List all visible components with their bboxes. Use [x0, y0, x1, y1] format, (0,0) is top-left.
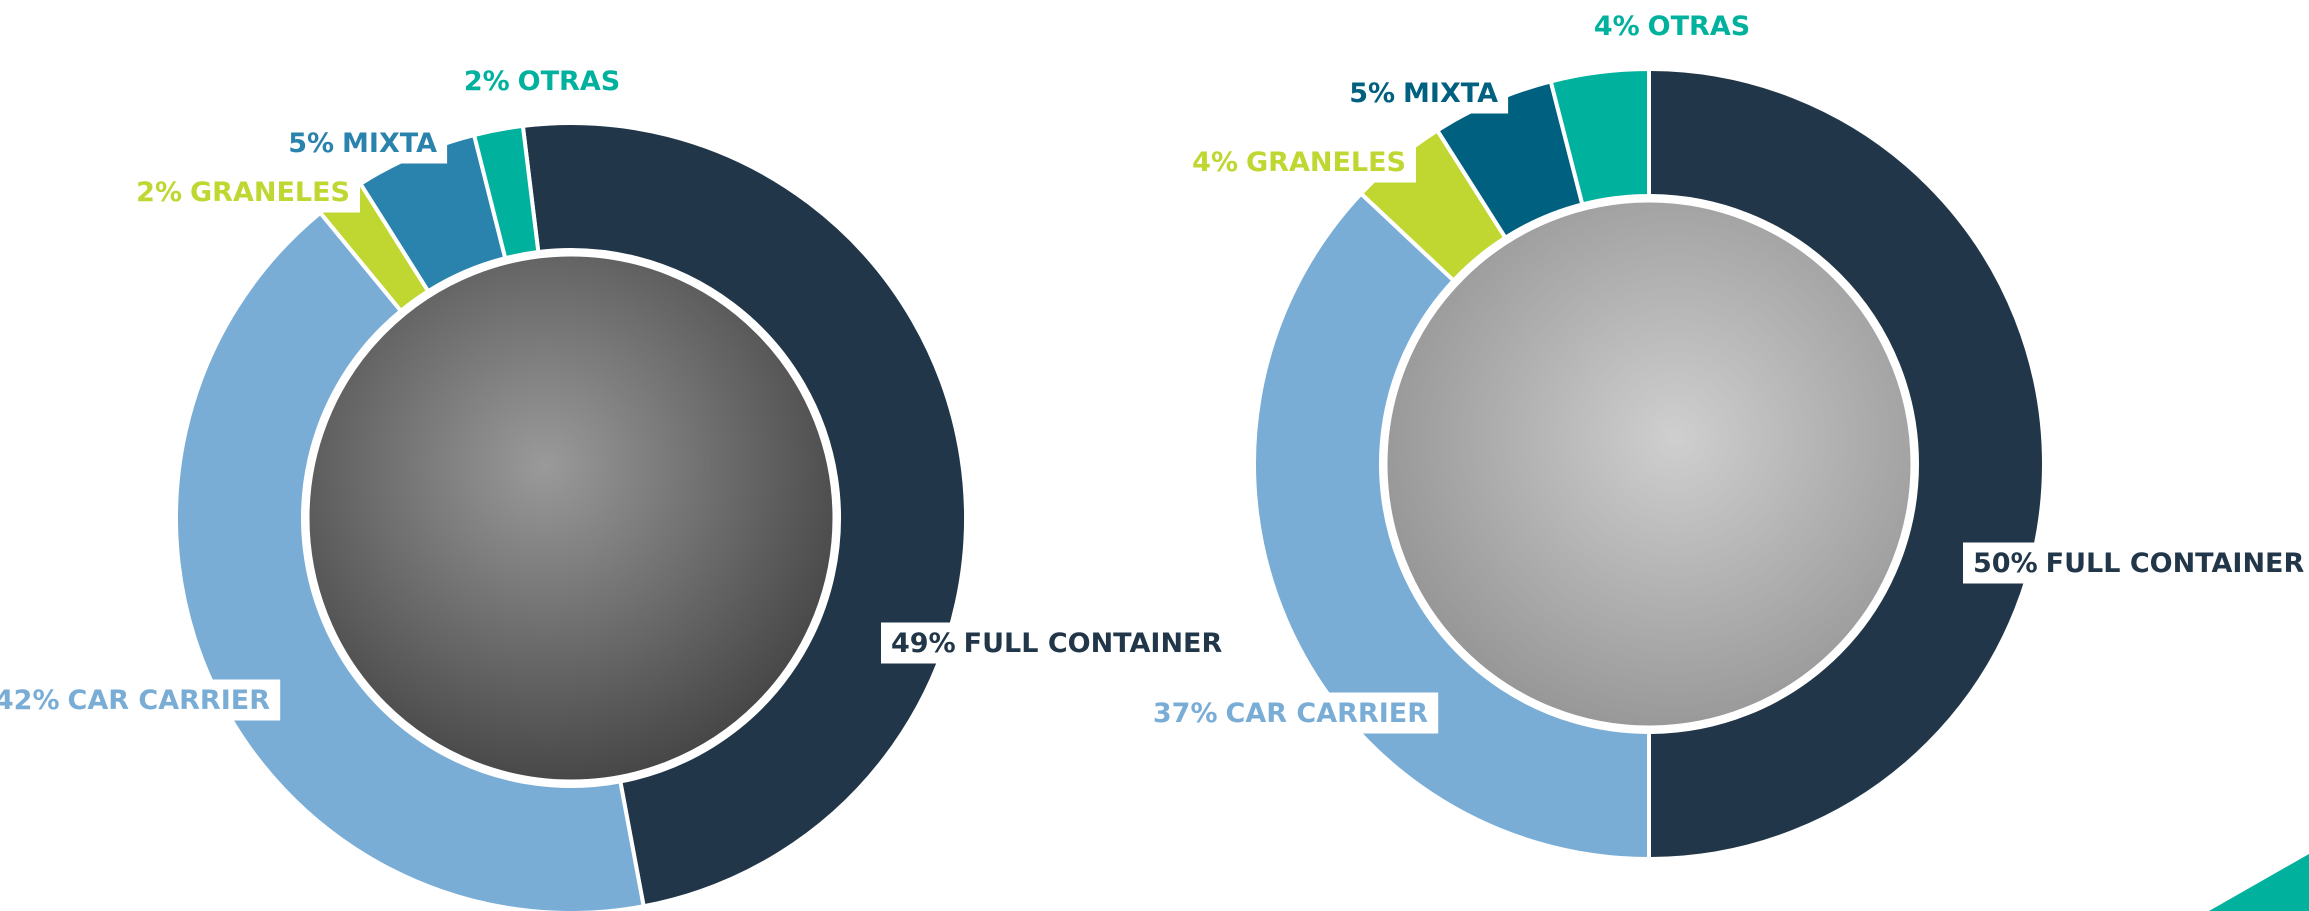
label-text: 37% CAR CARRIER	[1153, 698, 1428, 729]
value-label: 42%	[0, 685, 60, 716]
value-label: 49%	[891, 628, 956, 659]
label-text: 2% OTRAS	[464, 66, 620, 97]
segment-label: 2% OTRAS	[453, 60, 631, 102]
label-background	[126, 171, 360, 213]
segment-label: 5% MIXTA	[278, 122, 448, 164]
segment-label: 49% FULL CONTAINER	[881, 622, 1233, 664]
label-background	[1142, 692, 1439, 734]
value-label: 4%	[1594, 11, 1640, 42]
value-label: 5%	[1349, 78, 1395, 109]
label-background	[278, 122, 448, 164]
label-background	[881, 622, 1233, 664]
category-label: GRANELES	[190, 177, 350, 208]
donut-segment	[520, 121, 968, 909]
donuts: 49% FULL CONTAINER 42% CAR CARRIER 2% GRANELE…	[0, 5, 2309, 911]
value-label: 50%	[1973, 548, 2038, 579]
photo	[1382, 197, 1916, 731]
category-label: OTRAS	[518, 66, 621, 97]
donut-segment	[471, 123, 541, 261]
label-text: 4% OTRAS	[1594, 11, 1750, 42]
label-text: 4% GRANELES	[1192, 147, 1406, 178]
donut-segment	[174, 209, 646, 911]
category-label: GRANELES	[1246, 147, 1406, 178]
value-label: 2%	[464, 66, 510, 97]
category-label: FULL CONTAINER	[2046, 548, 2305, 579]
category-label: CAR CARRIER	[1226, 698, 1429, 729]
segment-label: 2% GRANELES	[126, 171, 360, 213]
segment-label: 50% FULL CONTAINER	[1963, 542, 2309, 584]
label-text: 5% MIXTA	[1349, 78, 1498, 109]
segment-label: 4% OTRAS	[1583, 5, 1761, 47]
label-text: 49% FULL CONTAINER	[891, 628, 1222, 659]
label-background	[1182, 141, 1416, 183]
category-label: MIXTA	[342, 128, 437, 159]
label-background	[453, 60, 631, 102]
label-background	[1963, 542, 2309, 584]
label-text: 50% FULL CONTAINER	[1973, 548, 2304, 579]
label-background	[1339, 72, 1509, 114]
segment-label: 42% CAR CARRIER	[0, 679, 281, 721]
photo	[304, 251, 838, 785]
label-background	[0, 679, 281, 721]
value-label: 4%	[1192, 147, 1238, 178]
category-label: FULL CONTAINER	[964, 628, 1223, 659]
category-label: MIXTA	[1403, 78, 1498, 109]
value-label: 37%	[1153, 698, 1218, 729]
segment-label: 4% GRANELES	[1182, 141, 1416, 183]
value-label: 5%	[288, 128, 334, 159]
label-text: 42% CAR CARRIER	[0, 685, 270, 716]
segment-label: 5% MIXTA	[1339, 72, 1509, 114]
donut-segment	[1647, 66, 2046, 862]
label-text: 5% MIXTA	[288, 128, 437, 159]
category-label: OTRAS	[1648, 11, 1751, 42]
donut-segment	[1548, 66, 1651, 207]
label-text: 2% GRANELES	[136, 177, 350, 208]
label-background	[1583, 5, 1761, 47]
segment-label: 37% CAR CARRIER	[1142, 692, 1439, 734]
category-label: CAR CARRIER	[68, 685, 271, 716]
corner-accent	[2209, 854, 2309, 911]
value-label: 2%	[136, 177, 182, 208]
